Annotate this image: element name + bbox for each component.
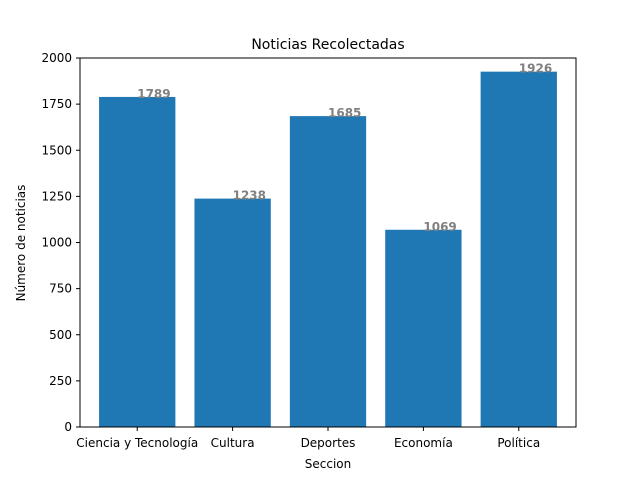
- y-tick-label-0: 0: [64, 420, 72, 434]
- value-label-2: 1685: [328, 106, 361, 120]
- value-label-0: 1789: [137, 87, 170, 101]
- x-tick-label-1: Cultura: [211, 436, 255, 450]
- y-tick-label-4: 1000: [41, 236, 72, 250]
- value-label-3: 1069: [423, 220, 456, 234]
- y-tick-label-3: 750: [49, 282, 72, 296]
- value-label-4: 1926: [519, 62, 552, 76]
- x-tick-label-3: Economía: [394, 436, 453, 450]
- y-tick-label-5: 1250: [41, 189, 72, 203]
- bar-4: [480, 71, 557, 427]
- y-tick-label-7: 1750: [41, 97, 72, 111]
- y-tick-label-8: 2000: [41, 51, 72, 65]
- bar-3: [385, 229, 462, 427]
- y-axis: 0 250 500 750 1000 1250 1500 1750 2000: [41, 51, 80, 434]
- chart-title: Noticias Recolectadas: [251, 37, 404, 53]
- y-axis-label: Número de noticias: [14, 185, 28, 302]
- bar-0: [99, 96, 176, 427]
- plot-frame: [79, 57, 577, 428]
- x-tick-label-0: Ciencia y Tecnología: [76, 436, 198, 450]
- y-tick-label-1: 250: [49, 374, 72, 388]
- x-axis: Ciencia y Tecnología Cultura Deportes Econo…: [76, 427, 540, 450]
- x-tick-label-4: Política: [497, 436, 540, 450]
- bars-group: [99, 71, 557, 428]
- y-tick-label-2: 500: [49, 328, 72, 342]
- bar-2: [289, 116, 367, 428]
- value-label-1: 1238: [233, 189, 266, 203]
- value-labels-group: 1789 1238 1685 1069 1926: [137, 62, 552, 234]
- y-tick-label-6: 1500: [41, 143, 72, 157]
- bar-1: [194, 198, 271, 427]
- x-tick-label-2: Deportes: [301, 436, 356, 450]
- x-axis-label: Seccion: [305, 457, 351, 471]
